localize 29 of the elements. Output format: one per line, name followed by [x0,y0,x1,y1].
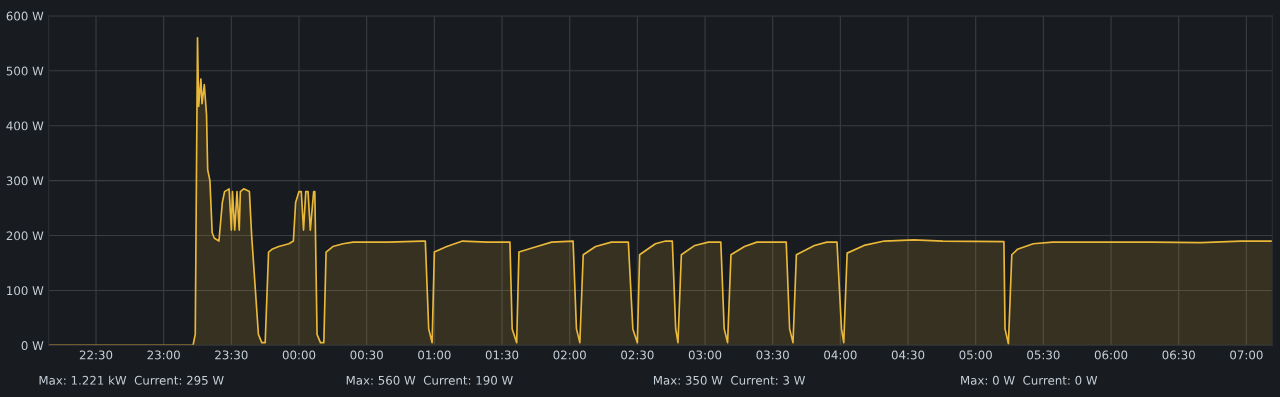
x-tick-label: 01:00 [418,350,451,360]
y-tick-label: 100 W [7,286,44,296]
y-tick-label: 400 W [6,121,44,131]
x-tick-label: 04:00 [824,350,857,360]
text: Max: 560 W Current: 190 W [346,375,513,385]
x-tick-label: 05:00 [959,350,992,360]
x-tick-label: 06:30 [1162,350,1195,360]
x-tick-label: 03:00 [688,350,722,360]
x-tick-label: 22:30 [79,350,113,360]
y-tick-label: 200 W [6,231,44,241]
y-tick-label: 600 W [6,11,44,21]
x-tick-label: 23:00 [147,350,180,360]
x-tick-label: 03:30 [756,350,789,360]
y-tick-label: 0 W [21,341,44,351]
x-tick-label: 04:30 [891,350,925,360]
y-tick-label: 500 W [6,66,44,76]
y-tick-label: 300 W [6,176,44,186]
text: Max: 0 W Current: 0 W [961,375,1098,385]
x-tick-label: 05:30 [1027,350,1060,360]
x-tick-label: 00:00 [282,350,316,360]
x-tick-label: 00:30 [350,350,383,360]
x-tick-label: 23:30 [215,350,248,360]
text: Max: 350 W Current: 3 W [653,375,806,385]
x-tick-label: 01:30 [485,350,519,360]
x-tick-label: 02:30 [621,350,654,360]
text: Max: 1.221 kW Current: 295 W [39,375,224,385]
x-tick-label: 02:00 [553,350,586,360]
x-tick-label: 06:00 [1094,350,1128,360]
x-tick-label: 07:00 [1230,350,1263,360]
